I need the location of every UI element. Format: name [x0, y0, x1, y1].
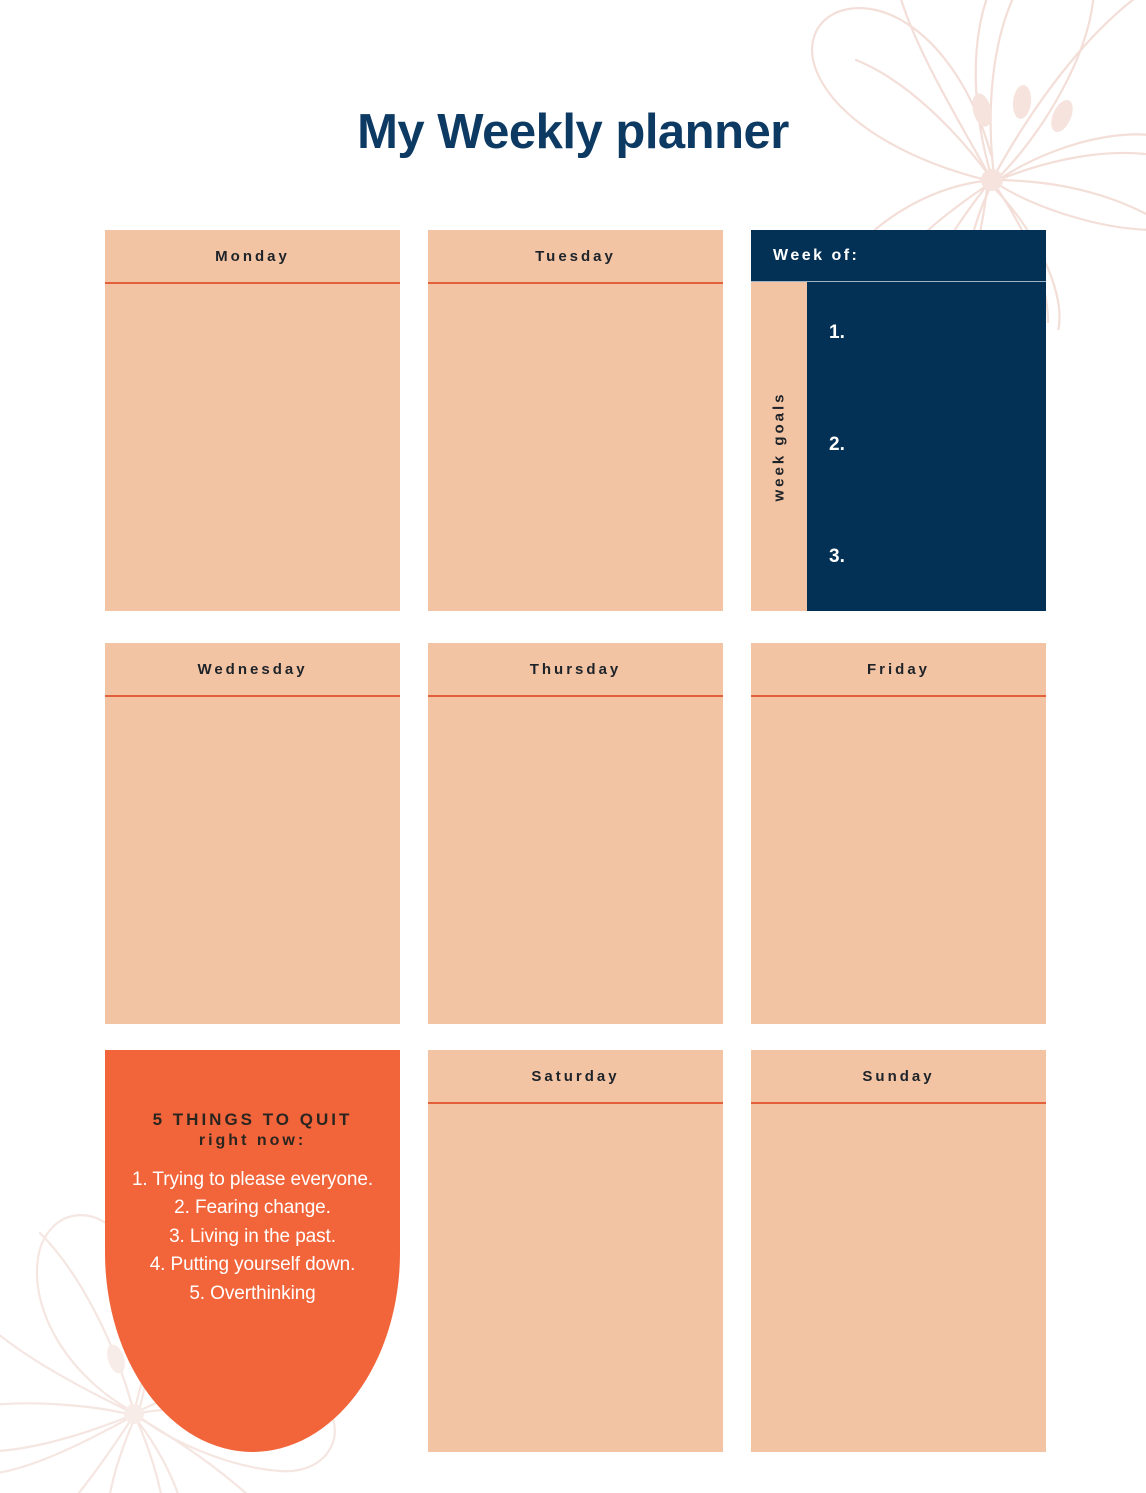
quit-list-item: 4. Putting yourself down. — [149, 1254, 356, 1276]
page-title: My Weekly planner — [357, 105, 789, 159]
week-goal-item-3[interactable]: 3. — [829, 546, 845, 567]
quit-card-title-line2: right now: — [198, 1131, 307, 1149]
day-card-thursday[interactable]: Thursday — [428, 643, 723, 1024]
day-notes-tuesday[interactable] — [428, 284, 723, 611]
day-header-saturday: Saturday — [428, 1050, 723, 1104]
five-things-to-quit-card: 5 THINGS TO QUIT right now: 1. Trying to… — [105, 1050, 400, 1452]
week-goals-list: 1. 2. 3. — [807, 282, 1046, 611]
day-header-tuesday: Tuesday — [428, 230, 723, 284]
day-notes-thursday[interactable] — [428, 697, 723, 1024]
day-header-sunday: Sunday — [751, 1050, 1046, 1104]
day-header-friday: Friday — [751, 643, 1046, 697]
day-card-wednesday[interactable]: Wednesday — [105, 643, 400, 1024]
quit-list-item: 2. Fearing change. — [174, 1197, 331, 1219]
day-label-sunday: Sunday — [862, 1067, 935, 1085]
day-label-tuesday: Tuesday — [535, 247, 616, 265]
week-goal-item-1[interactable]: 1. — [829, 322, 845, 343]
day-header-monday: Monday — [105, 230, 400, 284]
quit-list-item: 1. Trying to please everyone. — [131, 1168, 374, 1190]
day-card-friday[interactable]: Friday — [751, 643, 1046, 1024]
day-card-monday[interactable]: Monday — [105, 230, 400, 611]
week-goal-item-2[interactable]: 2. — [829, 434, 845, 455]
day-card-sunday[interactable]: Sunday — [751, 1050, 1046, 1452]
quit-list-item: 5. Overthinking — [189, 1282, 316, 1304]
day-label-thursday: Thursday — [529, 660, 622, 678]
day-notes-wednesday[interactable] — [105, 697, 400, 1024]
day-label-wednesday: Wednesday — [197, 660, 308, 678]
week-goals-side-strip: week goals — [751, 282, 807, 611]
day-header-thursday: Thursday — [428, 643, 723, 697]
week-of-label: Week of: — [773, 246, 860, 264]
quit-card-list: 1. Trying to please everyone. 2. Fearing… — [105, 1166, 400, 1309]
day-label-monday: Monday — [215, 247, 290, 265]
quit-card-title-line1: 5 THINGS TO QUIT — [152, 1110, 353, 1129]
day-notes-sunday[interactable] — [751, 1104, 1046, 1452]
day-label-friday: Friday — [866, 660, 930, 678]
day-card-saturday[interactable]: Saturday — [428, 1050, 723, 1452]
day-label-saturday: Saturday — [531, 1067, 620, 1085]
day-notes-friday[interactable] — [751, 697, 1046, 1024]
day-notes-monday[interactable] — [105, 284, 400, 611]
day-header-wednesday: Wednesday — [105, 643, 400, 697]
day-card-tuesday[interactable]: Tuesday — [428, 230, 723, 611]
week-of-header: Week of: — [751, 230, 1046, 282]
planner-grid: Monday Tuesday Week of: w — [105, 230, 1046, 1452]
week-goals-label: week goals — [770, 391, 788, 502]
quit-list-item: 3. Living in the past. — [169, 1225, 336, 1247]
week-goals-panel[interactable]: Week of: week goals 1. 2. 3. — [751, 230, 1046, 611]
day-notes-saturday[interactable] — [428, 1104, 723, 1452]
